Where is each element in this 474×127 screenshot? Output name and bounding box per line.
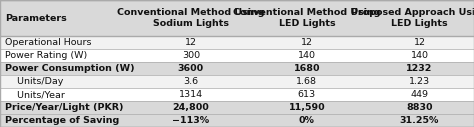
Text: Conventional Method Using
Sodium Lights: Conventional Method Using Sodium Lights xyxy=(117,8,264,28)
Text: Units/Year: Units/Year xyxy=(5,90,64,99)
Text: 613: 613 xyxy=(298,90,316,99)
Text: Operational Hours: Operational Hours xyxy=(5,38,91,47)
Text: Percentage of Saving: Percentage of Saving xyxy=(5,116,119,125)
Bar xyxy=(0,114,474,127)
Bar xyxy=(0,75,474,88)
Text: 140: 140 xyxy=(298,51,316,60)
Bar xyxy=(0,62,474,75)
Text: 3.6: 3.6 xyxy=(183,77,198,86)
Bar xyxy=(0,101,474,114)
Text: Conventional Method Using
LED Lights: Conventional Method Using LED Lights xyxy=(233,8,381,28)
Bar xyxy=(0,88,474,101)
Text: Power Rating (W): Power Rating (W) xyxy=(5,51,87,60)
Text: 140: 140 xyxy=(410,51,428,60)
Text: 0%: 0% xyxy=(299,116,315,125)
Text: Parameters: Parameters xyxy=(5,14,66,23)
Text: 300: 300 xyxy=(182,51,200,60)
Text: 1.23: 1.23 xyxy=(409,77,430,86)
Bar xyxy=(0,49,474,62)
Text: 3600: 3600 xyxy=(178,64,204,73)
Text: 1314: 1314 xyxy=(179,90,203,99)
Text: 1.68: 1.68 xyxy=(296,77,318,86)
Text: 12: 12 xyxy=(185,38,197,47)
Text: 31.25%: 31.25% xyxy=(400,116,439,125)
Text: 12: 12 xyxy=(413,38,426,47)
Text: 12: 12 xyxy=(301,38,313,47)
Text: 24,800: 24,800 xyxy=(173,103,209,112)
Text: 8830: 8830 xyxy=(406,103,433,112)
Text: Power Consumption (W): Power Consumption (W) xyxy=(5,64,134,73)
Text: 1680: 1680 xyxy=(294,64,320,73)
Text: 449: 449 xyxy=(410,90,428,99)
Text: −113%: −113% xyxy=(172,116,210,125)
Bar xyxy=(0,0,474,36)
Text: 11,590: 11,590 xyxy=(289,103,325,112)
Text: 1232: 1232 xyxy=(406,64,433,73)
Bar xyxy=(0,36,474,49)
Text: Price/Year/Light (PKR): Price/Year/Light (PKR) xyxy=(5,103,123,112)
Text: Proposed Approach Using
LED Lights: Proposed Approach Using LED Lights xyxy=(351,8,474,28)
Text: Units/Day: Units/Day xyxy=(5,77,63,86)
